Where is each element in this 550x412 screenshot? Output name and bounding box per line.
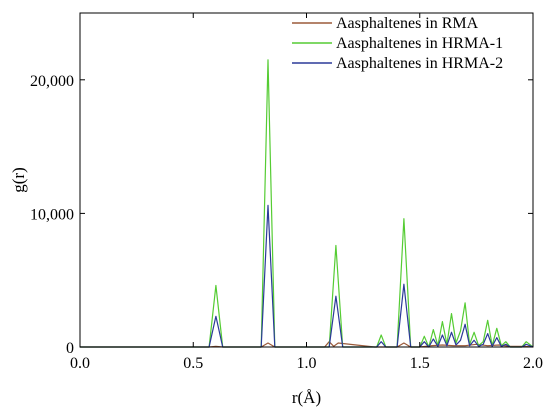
x-tick-label: 2.0 [523, 355, 543, 372]
x-axis-title: r(Å) [292, 388, 321, 407]
series-line-1 [80, 341, 534, 348]
ticks-layer: 0.0 0.5 1.0 1.5 2.0 0 10,000 20,000 [30, 13, 543, 372]
legend-label-3: Aasphaltenes in HRMA-2 [336, 55, 503, 72]
series-line-2 [80, 59, 534, 348]
legend: Aasphaltenes in RMA Aasphaltenes in HRMA-… [292, 15, 503, 72]
series-layer [80, 59, 534, 348]
y-tick-label: 0 [66, 340, 74, 357]
y-axis-title: g(r) [9, 167, 28, 192]
series-line-3 [80, 204, 534, 348]
y-tick-label: 10,000 [30, 206, 74, 223]
x-tick-label: 1.5 [410, 355, 430, 372]
legend-label-1: Aasphaltenes in RMA [336, 15, 479, 32]
x-tick-label: 0.0 [70, 355, 90, 372]
x-tick-label: 1.0 [297, 355, 317, 372]
y-tick-label: 20,000 [30, 73, 74, 90]
x-tick-label: 0.5 [183, 355, 203, 372]
legend-label-2: Aasphaltenes in HRMA-1 [336, 35, 503, 52]
